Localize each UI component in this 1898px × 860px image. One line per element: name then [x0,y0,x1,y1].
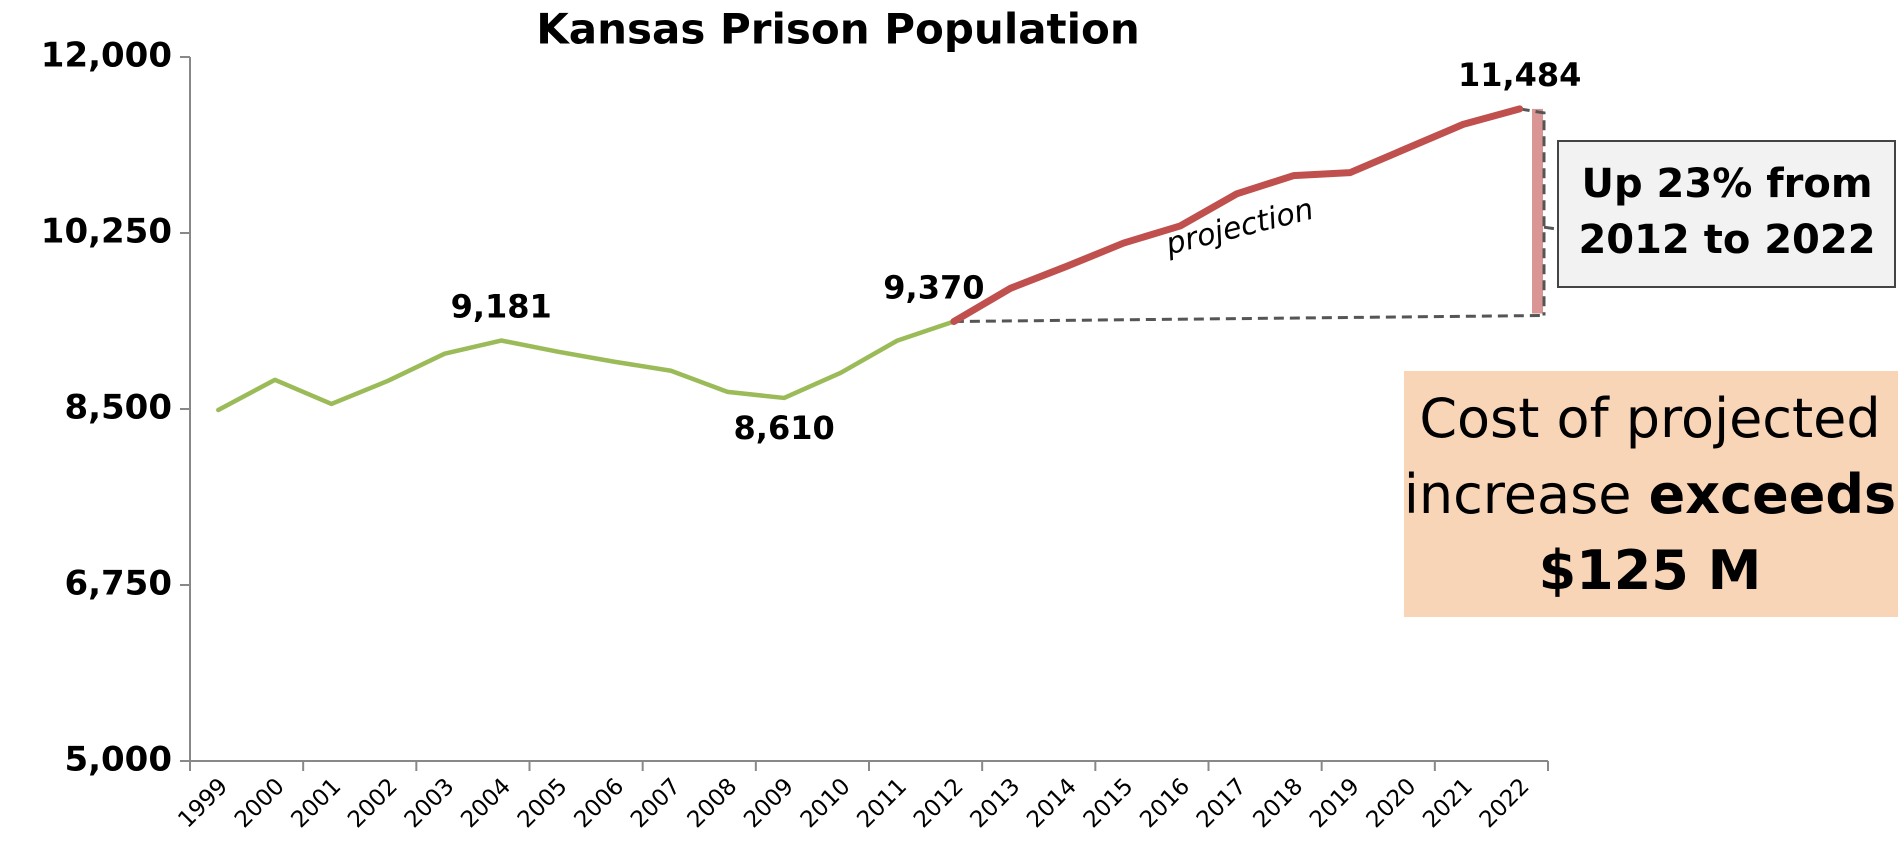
x-tick-label: 2015 [1079,773,1139,833]
x-tick-label: 2005 [513,773,573,833]
data-label: 8,610 [734,409,835,447]
x-tick-label: 1999 [173,773,233,833]
data-label: 9,370 [883,269,984,307]
x-tick-label: 2022 [1475,773,1535,833]
x-tick-label: 2014 [1022,773,1082,833]
data-label: 11,484 [1458,56,1581,94]
x-tick-label: 2002 [343,773,403,833]
y-tick-label: 6,750 [64,564,172,604]
x-tick-label: 2010 [796,773,856,833]
x-tick-label: 2011 [852,773,912,833]
annotation-text: $125 M [1539,539,1762,602]
x-tick-label: 2007 [626,773,686,833]
difference-bar [1532,108,1543,314]
line-series [950,105,1524,326]
x-tick-label: 2019 [1305,773,1365,833]
x-tick-label: 2004 [456,773,516,833]
y-tick-label: 5,000 [64,740,172,780]
x-tick-label: 2008 [683,773,743,833]
annotation-box [1404,371,1898,617]
annotation-text: Cost of projected [1419,387,1880,450]
x-tick-label: 2020 [1362,773,1422,833]
guide-dashed [953,107,1559,324]
x-tick-label: 2017 [1192,773,1252,833]
x-tick-label: 2018 [1248,773,1308,833]
line-series [216,319,957,413]
annotation-text: Up 23% from [1582,161,1873,207]
y-tick-label: 12,000 [41,36,172,76]
x-tick-label: 2003 [400,773,460,833]
x-tick-label: 2000 [230,773,290,833]
x-tick-label: 2016 [1135,773,1195,833]
series-name: projection [1162,192,1317,263]
annotation-text: 2012 to 2022 [1578,217,1875,263]
y-tick-label: 8,500 [64,388,172,428]
x-tick-label: 2009 [739,773,799,833]
x-tick-label: 2001 [287,773,347,833]
annotation-segment: exceeds [1649,463,1897,526]
x-tick-label: 2013 [966,773,1026,833]
annotation-segment: $125 M [1539,539,1762,602]
y-tick-label: 10,250 [41,212,172,252]
annotation-text: increase exceeds [1404,463,1896,526]
x-tick-label: 2012 [909,773,969,833]
annotation-segment: Cost of projected [1419,387,1880,450]
x-tick-label: 2006 [569,773,629,833]
data-label: 9,181 [451,288,552,326]
chart-title: Kansas Prison Population [536,5,1140,54]
annotation-segment: increase [1404,463,1649,526]
x-tick-label: 2021 [1418,773,1478,833]
annotation-box [1557,140,1896,288]
